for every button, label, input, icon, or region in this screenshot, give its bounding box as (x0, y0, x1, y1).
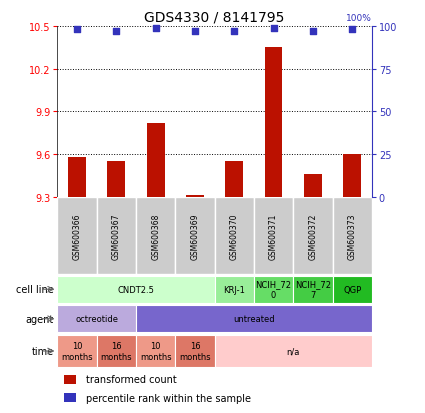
Bar (225, 162, 243, 197)
Bar (96, 197, 136, 275)
Text: GSM600371: GSM600371 (269, 213, 278, 259)
Point (192, 28, 198, 35)
Bar (147, 123, 164, 197)
Text: KRJ-1: KRJ-1 (224, 285, 245, 294)
Bar (293, 276, 332, 303)
Bar (332, 197, 372, 275)
Text: cell line: cell line (16, 285, 54, 294)
Text: n/a: n/a (286, 347, 300, 356)
Bar (293, 197, 332, 275)
Point (349, 27, 356, 33)
Text: QGP: QGP (343, 285, 361, 294)
Text: 10
months: 10 months (61, 342, 93, 361)
Text: GSM600372: GSM600372 (309, 213, 317, 259)
Bar (57, 276, 215, 303)
Bar (96, 335, 136, 367)
Text: GSM600373: GSM600373 (348, 213, 357, 259)
Bar (175, 335, 215, 367)
Text: GSM600369: GSM600369 (190, 213, 199, 259)
Bar (265, 48, 283, 197)
Point (231, 28, 238, 35)
Bar (57, 197, 96, 275)
Point (270, 25, 277, 32)
Text: GSM600368: GSM600368 (151, 213, 160, 259)
Bar (175, 197, 215, 275)
Bar (57, 306, 136, 332)
Point (309, 28, 316, 35)
Text: 16
months: 16 months (179, 342, 211, 361)
Bar (64, 375, 76, 384)
Text: GSM600370: GSM600370 (230, 213, 239, 259)
Bar (64, 393, 76, 402)
Text: time: time (31, 346, 54, 356)
Bar (136, 197, 175, 275)
Bar (136, 306, 372, 332)
Text: GSM600367: GSM600367 (112, 213, 121, 259)
Bar (136, 335, 175, 367)
Bar (304, 175, 322, 197)
Text: octreotide: octreotide (75, 314, 118, 323)
Point (113, 28, 120, 35)
Text: NCIH_72
0: NCIH_72 0 (255, 280, 292, 299)
Title: GDS4330 / 8141795: GDS4330 / 8141795 (144, 10, 285, 24)
Bar (254, 197, 293, 275)
Bar (332, 276, 372, 303)
Bar (68, 157, 86, 197)
Text: agent: agent (25, 314, 54, 324)
Text: 100%: 100% (346, 14, 372, 23)
Bar (343, 155, 361, 197)
Text: 10
months: 10 months (140, 342, 171, 361)
Bar (254, 276, 293, 303)
Text: CNDT2.5: CNDT2.5 (118, 285, 154, 294)
Bar (215, 335, 372, 367)
Bar (215, 276, 254, 303)
Text: percentile rank within the sample: percentile rank within the sample (86, 393, 251, 403)
Text: 16
months: 16 months (101, 342, 132, 361)
Text: NCIH_72
7: NCIH_72 7 (295, 280, 331, 299)
Text: GSM600366: GSM600366 (73, 213, 82, 259)
Point (74, 27, 80, 33)
Bar (215, 197, 254, 275)
Bar (57, 335, 96, 367)
Text: untreated: untreated (233, 314, 275, 323)
Point (152, 25, 159, 32)
Bar (186, 196, 204, 197)
Text: transformed count: transformed count (86, 375, 176, 385)
Bar (108, 162, 125, 197)
